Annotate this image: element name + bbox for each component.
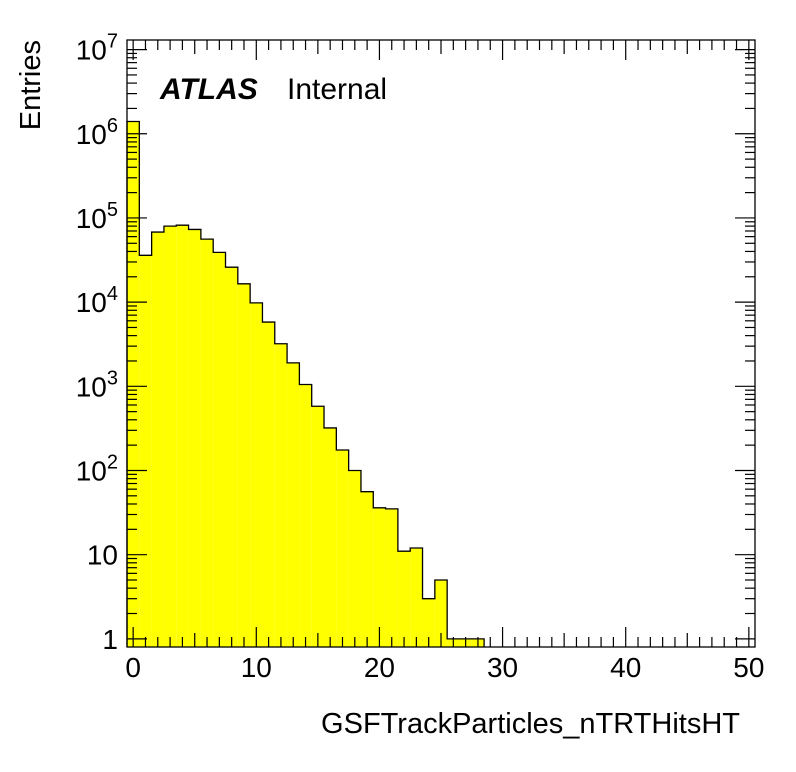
x-tick-label: 50 bbox=[733, 652, 764, 683]
y-tick-label: 106 bbox=[76, 115, 118, 150]
y-tick-label: 107 bbox=[76, 31, 118, 66]
histogram-bar bbox=[311, 406, 325, 647]
histogram-bar bbox=[176, 225, 189, 647]
histogram-bar bbox=[410, 547, 423, 647]
histogram-bar bbox=[151, 232, 164, 647]
histogram-bar bbox=[434, 580, 448, 647]
histogram-bar bbox=[250, 302, 263, 647]
histogram-bar bbox=[373, 507, 386, 647]
x-tick-label: 10 bbox=[241, 652, 272, 683]
histogram-bar bbox=[348, 470, 361, 647]
y-axis-label: Entries bbox=[15, 40, 47, 130]
y-tick-label: 103 bbox=[76, 367, 118, 402]
histogram-bar bbox=[200, 239, 214, 647]
atlas-label: ATLAS bbox=[159, 73, 258, 106]
histogram-bar bbox=[397, 551, 411, 647]
histogram-bar bbox=[188, 229, 201, 647]
y-tick-label: 1 bbox=[102, 624, 118, 655]
histogram-bar bbox=[225, 267, 238, 647]
histogram-bar bbox=[385, 508, 398, 647]
histogram-bar bbox=[360, 491, 374, 647]
y-tick-label: 10 bbox=[87, 540, 118, 571]
x-tick-label: 40 bbox=[610, 652, 641, 683]
y-tick-label: 104 bbox=[76, 283, 118, 318]
y-tick-label: 102 bbox=[76, 451, 118, 486]
x-tick-label: 0 bbox=[125, 652, 141, 683]
histogram-bar bbox=[237, 283, 251, 647]
histogram-bar bbox=[336, 450, 349, 647]
histogram-bar bbox=[213, 252, 226, 647]
x-tick-label: 20 bbox=[364, 652, 395, 683]
histogram-bar bbox=[299, 384, 312, 647]
histogram-outline bbox=[126, 120, 485, 647]
histogram-bar bbox=[324, 427, 337, 647]
histogram-bar bbox=[422, 598, 435, 647]
y-tick-label: 105 bbox=[76, 199, 118, 234]
internal-label: Internal bbox=[287, 73, 387, 106]
x-tick-label: 30 bbox=[487, 652, 518, 683]
y-tick-labels: 1 10 102 103 104 105 106 107 bbox=[76, 31, 118, 655]
histogram-bar bbox=[127, 121, 140, 647]
histogram-bar bbox=[287, 362, 300, 647]
x-axis-label: GSFTrackParticles_nTRTHitsHT bbox=[321, 708, 740, 740]
axis-ticks bbox=[127, 40, 755, 647]
histogram-bar bbox=[262, 322, 275, 647]
histogram-bar bbox=[274, 343, 288, 647]
histogram-bars bbox=[127, 121, 485, 648]
x-tick-labels: 0 10 20 30 40 50 bbox=[125, 652, 764, 683]
histogram-bar bbox=[163, 226, 177, 647]
histogram-bar bbox=[139, 255, 152, 648]
